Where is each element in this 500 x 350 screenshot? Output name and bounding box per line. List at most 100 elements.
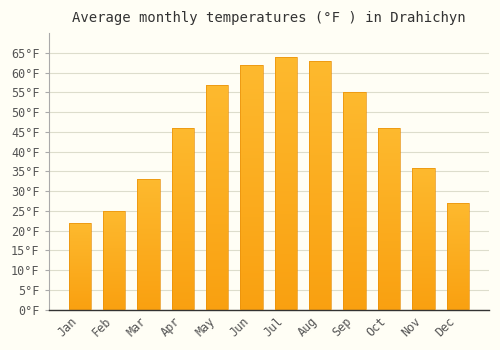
Bar [138,285,160,286]
Bar [172,304,194,306]
Bar [275,236,297,239]
Bar [206,118,229,121]
Bar [275,120,297,122]
Bar [138,241,160,242]
Bar [206,233,229,236]
Bar [275,161,297,163]
Bar [103,231,126,232]
Bar [206,141,229,143]
Bar [138,181,160,182]
Bar [412,300,434,301]
Bar [412,281,434,283]
Bar [172,179,194,181]
Bar [378,264,400,266]
Bar [103,287,126,288]
Bar [275,163,297,166]
Bar [309,225,332,228]
Bar [446,278,469,279]
Bar [344,294,366,297]
Bar [103,302,126,303]
Bar [344,112,366,114]
Bar [206,177,229,179]
Bar [240,75,263,77]
Bar [138,301,160,302]
Bar [412,256,434,257]
Bar [344,149,366,151]
Bar [68,271,91,272]
Bar [412,253,434,254]
Bar [68,272,91,273]
Bar [103,294,126,295]
Bar [206,136,229,139]
Bar [446,267,469,268]
Bar [412,226,434,227]
Bar [446,216,469,217]
Bar [275,67,297,70]
Bar [103,213,126,214]
Bar [378,153,400,155]
Bar [446,254,469,256]
Bar [206,226,229,229]
Bar [240,126,263,128]
Bar [378,250,400,252]
Bar [68,252,91,253]
Bar [412,236,434,237]
Bar [344,299,366,301]
Bar [412,259,434,260]
Bar [378,148,400,150]
Bar [446,264,469,265]
Bar [344,240,366,242]
Bar [172,130,194,132]
Bar [68,284,91,285]
Bar [344,108,366,110]
Bar [309,173,332,175]
Bar [206,222,229,224]
Bar [446,208,469,209]
Bar [138,260,160,261]
Bar [138,198,160,199]
Bar [412,304,434,306]
Bar [68,223,91,310]
Bar [206,134,229,136]
Bar [412,199,434,200]
Bar [309,88,332,91]
Bar [172,226,194,228]
Bar [446,260,469,261]
Bar [344,220,366,223]
Bar [309,215,332,218]
Bar [275,289,297,292]
Bar [275,97,297,100]
Bar [446,308,469,309]
Bar [412,280,434,281]
Bar [378,288,400,290]
Bar [68,307,91,308]
Bar [309,178,332,180]
Bar [344,253,366,256]
Bar [275,272,297,274]
Bar [172,219,194,221]
Bar [446,220,469,221]
Bar [240,87,263,89]
Bar [378,268,400,270]
Bar [240,298,263,300]
Bar [172,299,194,301]
Bar [412,212,434,213]
Bar [138,298,160,299]
Bar [240,185,263,187]
Bar [172,146,194,148]
Bar [275,178,297,181]
Bar [68,240,91,241]
Bar [309,205,332,208]
Bar [206,224,229,226]
Bar [446,236,469,237]
Bar [275,216,297,219]
Bar [344,116,366,119]
Bar [412,287,434,288]
Bar [240,170,263,173]
Bar [68,239,91,240]
Bar [103,280,126,281]
Bar [103,275,126,276]
Bar [275,300,297,302]
Bar [275,279,297,282]
Bar [68,243,91,244]
